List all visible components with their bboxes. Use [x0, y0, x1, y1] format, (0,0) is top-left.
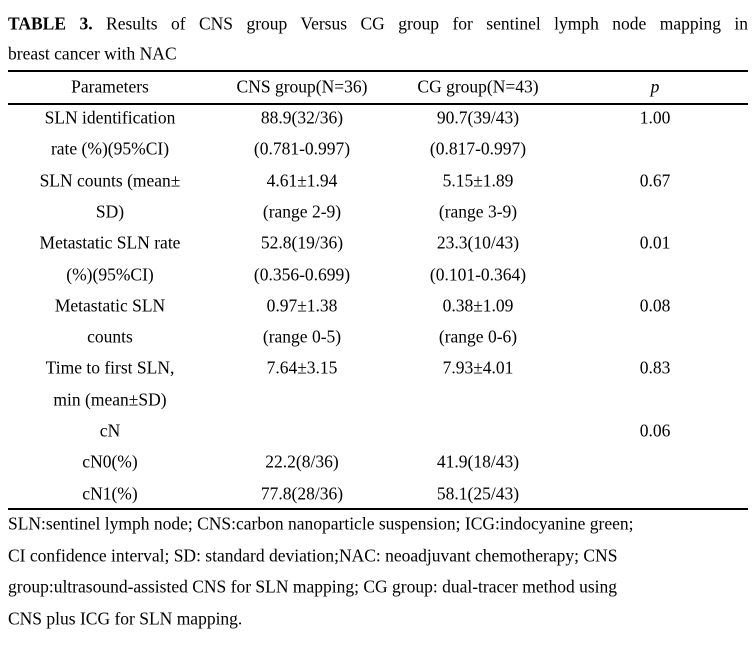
- column-header: CG group(N=43): [417, 76, 539, 97]
- cell: 0.83: [639, 357, 671, 378]
- bottom-rule: [8, 508, 748, 510]
- row-label: Metastatic SLN rate: [39, 232, 181, 253]
- row-label: cN0(%): [82, 451, 138, 472]
- cell: (range 3-9): [438, 201, 518, 222]
- row-label: min (mean±SD): [53, 388, 167, 409]
- footnote-line: SLN:sentinel lymph node; CNS:carbon nano…: [8, 513, 634, 534]
- cell: (0.101-0.364): [429, 263, 527, 284]
- row-label: Time to first SLN,: [45, 357, 175, 378]
- cell: 58.1(25/43): [436, 482, 520, 503]
- cell: 88.9(32/36): [260, 107, 344, 128]
- row-label: Metastatic SLN: [54, 295, 166, 316]
- column-header: Parameters: [71, 76, 149, 97]
- cell: 0.67: [639, 169, 671, 190]
- column-header: p: [650, 76, 660, 97]
- footnote-line: CNS plus ICG for SLN mapping.: [8, 608, 243, 629]
- row-label: rate (%)(95%CI): [50, 138, 170, 159]
- row-label: SLN identification: [44, 107, 176, 128]
- row-label: cN1(%): [82, 482, 138, 503]
- row-label: SLN counts (mean±: [39, 169, 181, 190]
- title-text: Results of CNS group Versus CG group for…: [106, 13, 749, 34]
- cell: (range 0-6): [438, 326, 518, 347]
- cell: 52.8(19/36): [260, 232, 344, 253]
- cell: 0.08: [639, 295, 671, 316]
- cell: (0.356-0.699): [253, 263, 351, 284]
- footnote-line: CI confidence interval; SD: standard dev…: [8, 544, 618, 565]
- row-label: SD): [95, 201, 125, 222]
- cell: 0.01: [639, 232, 671, 253]
- cell: (0.781-0.997): [253, 138, 351, 159]
- cell: 0.97±1.38: [266, 295, 338, 316]
- cell: 0.38±1.09: [442, 295, 514, 316]
- cell: 5.15±1.89: [442, 169, 514, 190]
- title-text: breast cancer with NAC: [8, 43, 177, 64]
- header-rule: [8, 103, 748, 105]
- row-label: counts: [87, 326, 133, 347]
- cell: (0.817-0.997): [429, 138, 527, 159]
- cell: (range 0-5): [262, 326, 342, 347]
- title-line: TABLE 3. Results of CNS group Versus CG …: [8, 15, 748, 33]
- cell: 7.93±4.01: [442, 357, 514, 378]
- row-label: cN: [99, 420, 121, 441]
- row-label: (%)(95%CI): [66, 263, 154, 284]
- column-header: CNS group(N=36): [236, 76, 368, 97]
- cell: 22.2(8/36): [265, 451, 339, 472]
- cell: 7.64±3.15: [266, 357, 338, 378]
- cell: 23.3(10/43): [436, 232, 520, 253]
- cell: 1.00: [639, 107, 671, 128]
- cell: 41.9(18/43): [436, 451, 520, 472]
- table-label: TABLE 3.: [8, 13, 93, 34]
- cell: 90.7(39/43): [436, 107, 520, 128]
- cell: 77.8(28/36): [260, 482, 344, 503]
- cell: 0.06: [639, 420, 671, 441]
- top-rule: [8, 70, 748, 72]
- footnote-line: group:ultrasound-assisted CNS for SLN ma…: [8, 576, 618, 597]
- cell: (range 2-9): [262, 201, 342, 222]
- cell: 4.61±1.94: [266, 169, 338, 190]
